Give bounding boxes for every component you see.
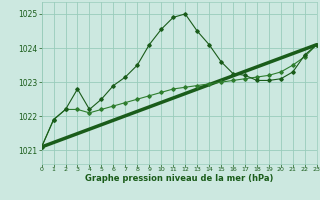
X-axis label: Graphe pression niveau de la mer (hPa): Graphe pression niveau de la mer (hPa)	[85, 174, 273, 183]
